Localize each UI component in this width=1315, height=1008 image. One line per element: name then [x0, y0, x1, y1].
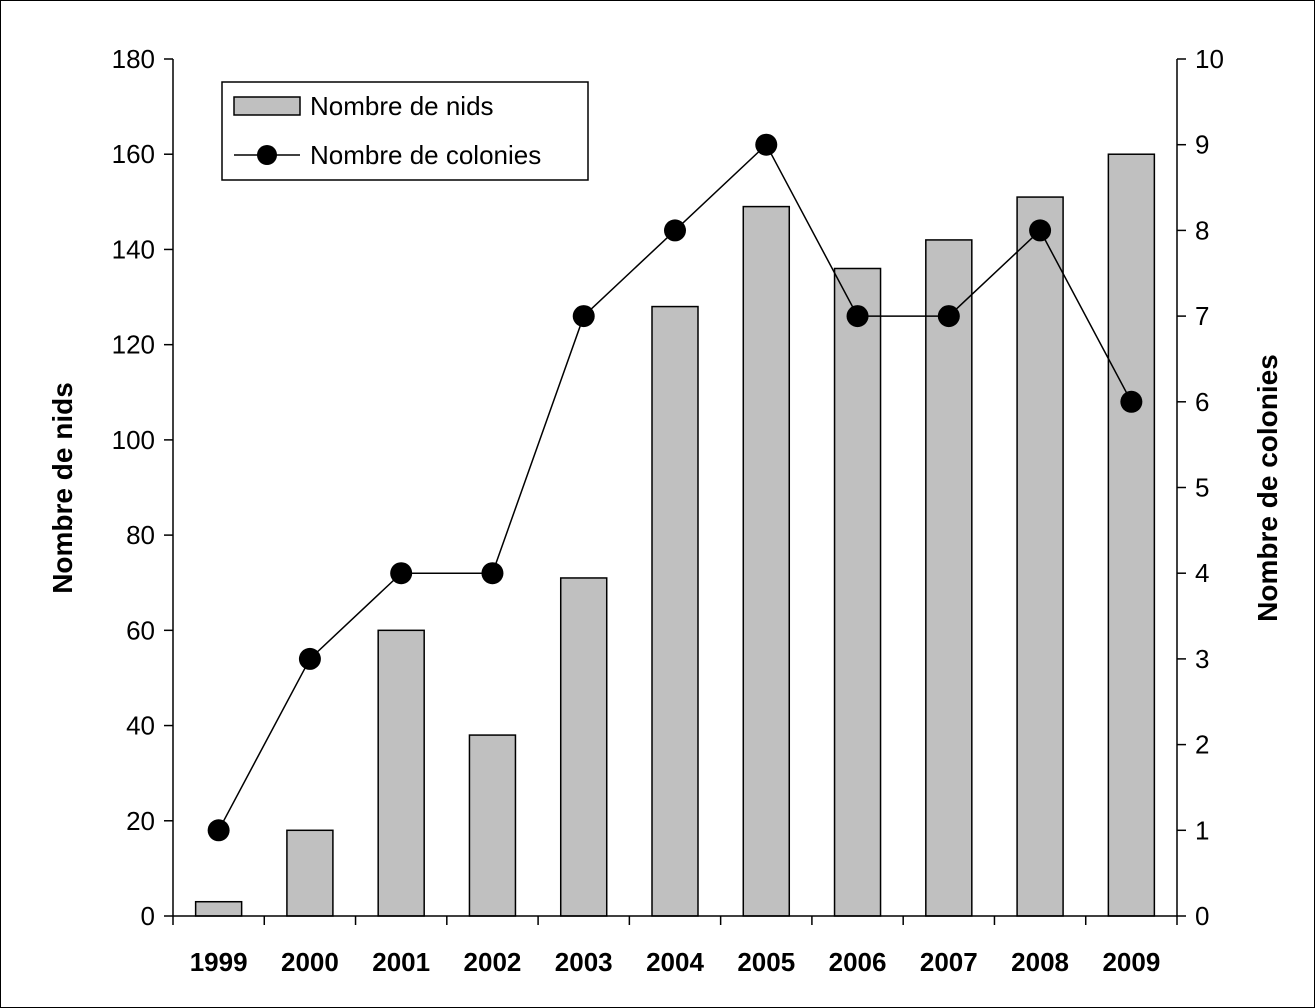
point-2001	[390, 562, 413, 585]
bar-2001	[377, 629, 425, 917]
y-axis-title-right: Nombre de colonies	[1252, 354, 1283, 622]
point-2006	[846, 305, 869, 328]
y-tick-label-left: 60	[126, 615, 155, 645]
x-tick-label: 2009	[1102, 947, 1160, 977]
point-2009	[1120, 390, 1143, 413]
x-tick-label: 2002	[464, 947, 522, 977]
bar-2007	[925, 239, 973, 917]
y-tick-label-right: 1	[1195, 815, 1209, 845]
point-2003	[572, 305, 595, 328]
legend-swatch-nids	[233, 96, 301, 116]
y-tick-label-left: 0	[141, 901, 155, 931]
legend: Nombre de nids Nombre de colonies	[221, 81, 589, 181]
x-tick-label: 2000	[281, 947, 339, 977]
bar-series-nids	[194, 153, 1156, 917]
y-tick-label-right: 4	[1195, 558, 1209, 588]
y-tick-label-left: 160	[112, 139, 155, 169]
y-tick-label-right: 5	[1195, 473, 1209, 503]
y-tick-label-right: 9	[1195, 130, 1209, 160]
axes: 0 20 40 60 80 100 120 140 160 180 0 1 2 3 4 5 6 7 8 9 10 1999…	[112, 44, 1224, 977]
y-tick-label-right: 8	[1195, 215, 1209, 245]
y-tick-label-left: 20	[126, 806, 155, 836]
legend-label-colonies: Nombre de colonies	[310, 140, 541, 170]
bar-2003	[559, 577, 608, 917]
bar-2002	[468, 734, 517, 917]
y-tick-label-left: 140	[112, 234, 155, 264]
x-tick-label: 2007	[920, 947, 978, 977]
x-tick-label: 1999	[190, 947, 248, 977]
legend-marker-colonies	[257, 145, 277, 165]
bar-2000	[286, 829, 334, 917]
line-series-colonies	[207, 133, 1143, 842]
y-tick-label-left: 180	[112, 44, 155, 74]
point-2002	[481, 562, 504, 585]
bar-2006	[833, 267, 882, 917]
point-2004	[664, 219, 686, 242]
bar-2005	[742, 205, 791, 917]
y-tick-label-right: 2	[1195, 730, 1209, 760]
bar-2009	[1107, 153, 1156, 917]
point-2007	[937, 305, 960, 328]
y-tick-label-right: 3	[1195, 644, 1209, 674]
legend-label-nids: Nombre de nids	[310, 91, 494, 121]
bar-2004	[651, 305, 699, 917]
x-tick-label: 2008	[1011, 947, 1069, 977]
bar-1999	[194, 900, 243, 917]
x-tick-label: 2004	[646, 947, 704, 977]
bar-2008	[1016, 196, 1064, 917]
y-tick-label-left: 120	[112, 330, 155, 360]
point-2008	[1029, 219, 1052, 242]
y-tick-label-left: 40	[126, 711, 155, 741]
x-tick-label: 2003	[555, 947, 613, 977]
y-tick-label-left: 100	[112, 425, 155, 455]
y-tick-label-right: 6	[1195, 387, 1209, 417]
x-tick-label: 2006	[829, 947, 887, 977]
point-2005	[755, 133, 778, 156]
point-1999	[207, 819, 230, 842]
y-tick-label-right: 10	[1195, 44, 1224, 74]
y-tick-label-right: 7	[1195, 301, 1209, 331]
x-tick-label: 2005	[737, 947, 795, 977]
y-tick-label-left: 80	[126, 520, 155, 550]
y-tick-label-right: 0	[1195, 901, 1209, 931]
point-2000	[298, 647, 321, 670]
y-axis-title-left: Nombre de nids	[47, 382, 78, 594]
x-tick-label: 2001	[372, 947, 430, 977]
